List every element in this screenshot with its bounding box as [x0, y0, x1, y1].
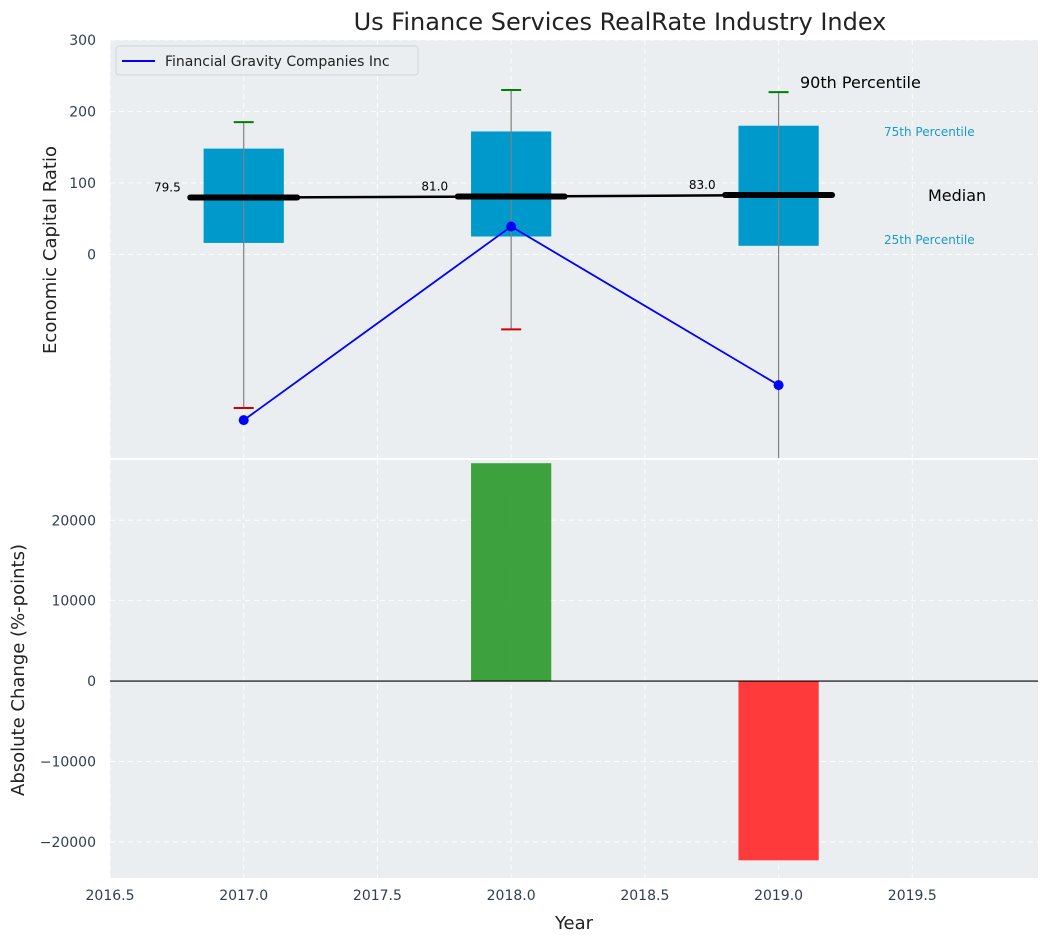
bottom-y-tick-label: 10000 — [51, 594, 96, 610]
x-tick-label: 2016.5 — [86, 888, 135, 904]
top-panel: 79.5 81.0 83.0 0 100 200 300 Economic Capital… — [40, 33, 1038, 458]
chart-title: Us Finance Services RealRate Industry In… — [354, 8, 887, 36]
top-y-ticks: 0 100 200 300 — [69, 33, 96, 263]
top-y-axis-label: Economic Capital Ratio — [40, 146, 61, 354]
top-y-tick-label: 200 — [69, 104, 96, 120]
bottom-y-tick-label: 20000 — [51, 513, 96, 529]
x-tick-label: 2018.5 — [620, 888, 669, 904]
top-y-tick-label: 100 — [69, 176, 96, 192]
median-trend-line — [243, 193, 779, 199]
change-bars — [471, 463, 819, 861]
change-bar — [738, 681, 819, 861]
x-tick-label: 2018.0 — [487, 888, 536, 904]
x-tick-label: 2019.0 — [754, 888, 803, 904]
x-tick-label: 2017.0 — [219, 888, 268, 904]
legend-entry: Financial Gravity Companies Inc — [165, 54, 390, 70]
x-ticks: 2016.5 2017.0 2017.5 2018.0 2018.5 2019.0 2019… — [86, 888, 937, 904]
x-axis-label: Year — [554, 913, 594, 934]
p90-annotation: 90th Percentile — [800, 73, 921, 92]
company-data-point — [238, 415, 249, 426]
company-data-point — [773, 380, 784, 391]
x-tick-label: 2017.5 — [353, 888, 402, 904]
bottom-y-ticks: −20000 −10000 0 10000 20000 — [40, 513, 96, 851]
top-y-tick-label: 300 — [69, 33, 96, 49]
p25-annotation: 25th Percentile — [884, 233, 975, 247]
company-series — [238, 221, 784, 426]
company-data-point — [506, 221, 517, 232]
bottom-y-tick-label: 0 — [87, 674, 96, 690]
legend-frame — [115, 45, 419, 76]
top-y-tick-label: 0 — [87, 247, 96, 263]
top-panel-background — [110, 40, 1038, 458]
x-tick-label: 2019.5 — [888, 888, 937, 904]
median-value-label: 83.0 — [689, 178, 716, 192]
industry-boxes: 79.5 81.0 83.0 — [154, 89, 836, 458]
bottom-y-tick-label: −20000 — [40, 835, 96, 851]
change-bar — [471, 463, 552, 682]
median-annotation: Median — [928, 186, 986, 205]
bottom-y-tick-label: −10000 — [40, 754, 96, 770]
median-value-label: 81.0 — [421, 179, 448, 193]
bottom-y-axis-label: Absolute Change (%-points) — [8, 544, 29, 796]
bottom-panel: −20000 −10000 0 10000 20000 2016.5 2017.0 2017… — [8, 460, 1038, 934]
legend: Financial Gravity Companies Inc — [115, 45, 419, 76]
p75-annotation: 75th Percentile — [884, 125, 975, 139]
bottom-panel-background — [110, 460, 1038, 878]
median-value-label: 79.5 — [154, 181, 181, 195]
